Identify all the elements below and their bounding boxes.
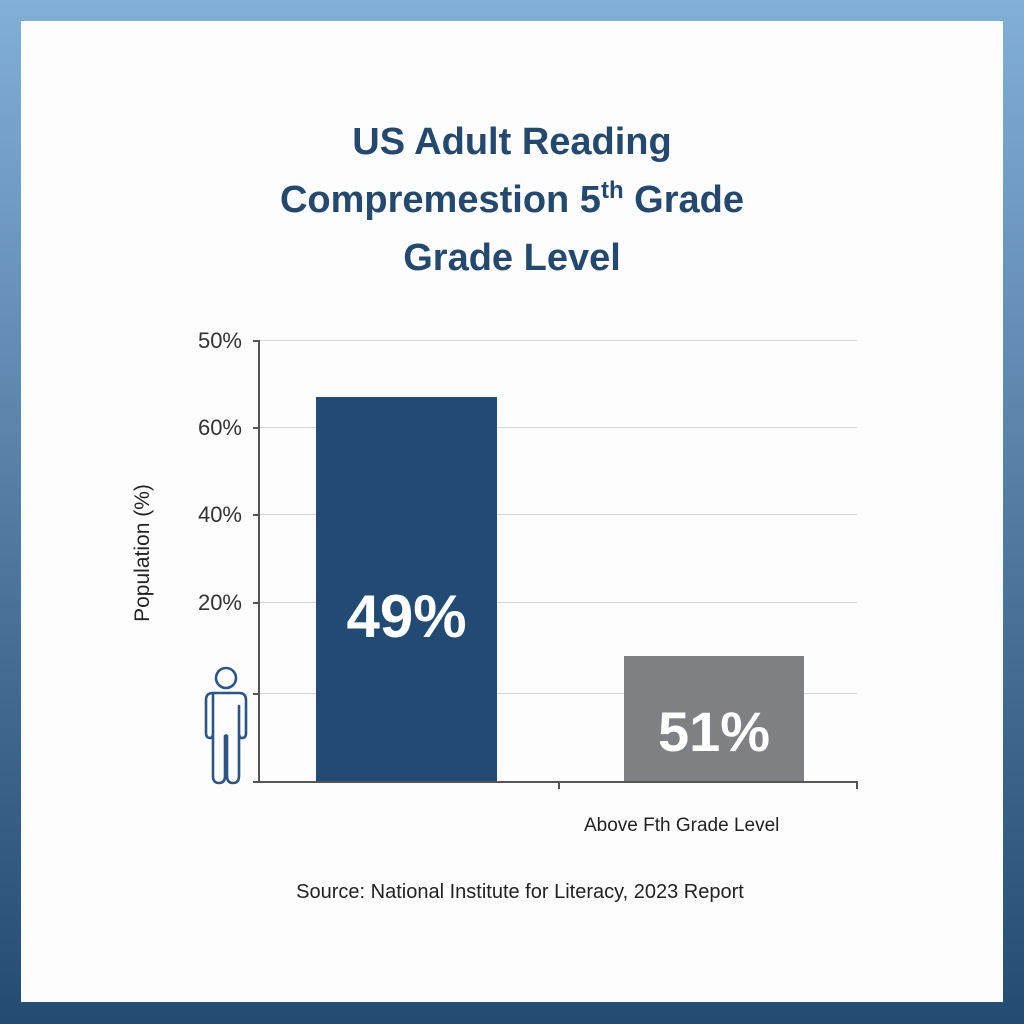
- gridline: [253, 693, 857, 694]
- chart-title: US Adult Reading Compremestion 5th Grade…: [0, 113, 1024, 287]
- title-line-2-end: Grade: [623, 179, 744, 221]
- y-tick: [253, 514, 259, 516]
- gridline: [253, 602, 857, 603]
- title-line-1: US Adult Reading: [352, 121, 672, 163]
- bar-above-grade[interactable]: 51%: [624, 656, 804, 782]
- y-tick: [253, 693, 259, 695]
- title-line-2-main: Compremestion 5: [279, 179, 601, 221]
- x-tick: [558, 781, 560, 789]
- source-note: Source: National Institute for Literacy,…: [296, 881, 744, 903]
- gridline: [253, 427, 857, 428]
- y-tick: [253, 427, 259, 429]
- bar-value-label: 51%: [657, 700, 771, 763]
- y-tick: [253, 340, 259, 342]
- gridline: [253, 514, 857, 515]
- x-category-label: Above Fth Grade Level: [584, 815, 780, 836]
- person-outline-icon: [204, 666, 248, 785]
- chart-card: [21, 21, 1003, 1002]
- y-tick-label: 20%: [197, 590, 242, 615]
- gridline: [253, 340, 857, 341]
- y-axis-label: Population (%): [131, 484, 154, 622]
- x-tick: [856, 781, 858, 789]
- y-tick-label: 40%: [197, 502, 242, 527]
- y-tick-label: 50%: [197, 328, 242, 353]
- y-tick: [253, 602, 259, 604]
- title-line-2: Compremestion 5th Grade: [0, 171, 1024, 229]
- y-axis-line: [258, 340, 260, 783]
- title-superscript: th: [600, 177, 624, 204]
- title-line-3: Grade Level: [403, 237, 621, 279]
- y-tick-label: 60%: [197, 415, 242, 440]
- bar-below-grade[interactable]: 49%: [316, 397, 497, 782]
- x-axis-line: [253, 781, 858, 783]
- bar-value-label: 49%: [346, 583, 467, 650]
